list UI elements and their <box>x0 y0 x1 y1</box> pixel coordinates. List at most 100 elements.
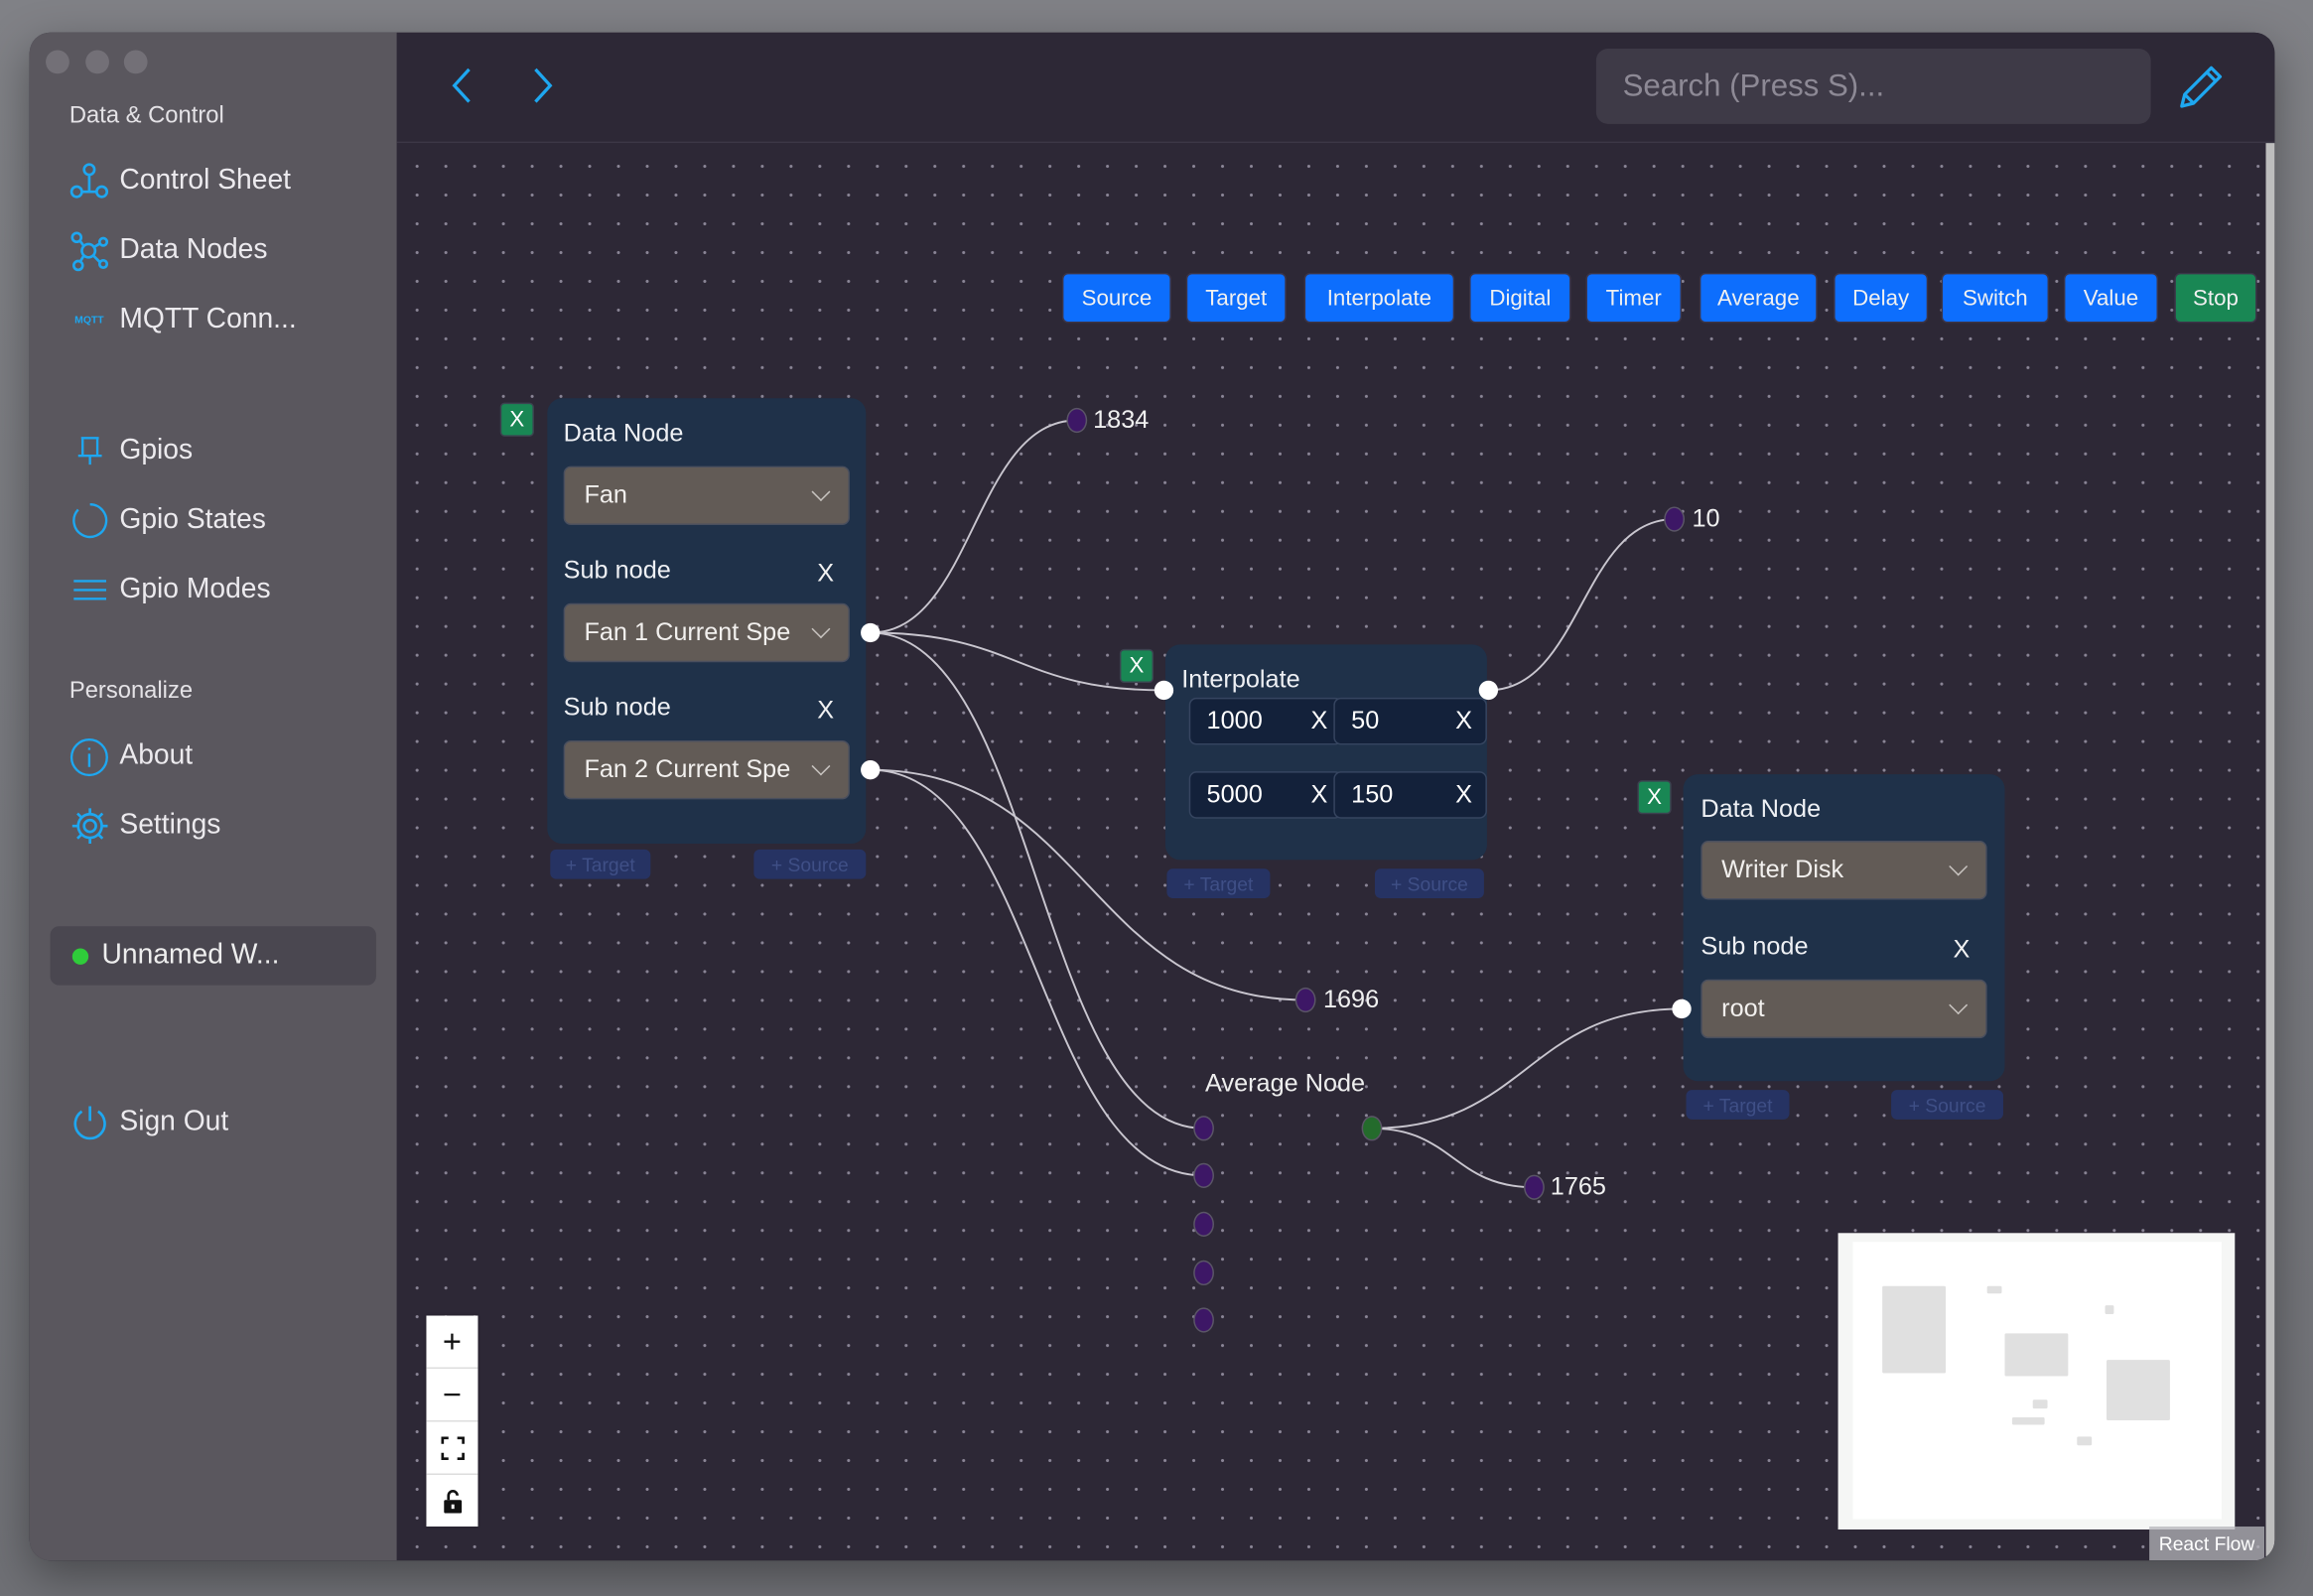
interp-output-1-field[interactable]: 50 X <box>1333 697 1487 745</box>
value-1834-handle[interactable] <box>1066 407 1088 434</box>
sidebar-item-label: Settings <box>119 809 221 842</box>
value-1696-handle[interactable] <box>1294 987 1316 1013</box>
edge-3[interactable] <box>870 631 1204 1130</box>
react-flow-attribution[interactable]: React Flow <box>2149 1527 2265 1561</box>
workspace-selector[interactable]: Unnamed W... <box>50 926 376 986</box>
clear-button[interactable]: X <box>1455 706 1473 735</box>
add-value-button[interactable]: Value <box>2063 272 2159 324</box>
zoom-in-button[interactable]: + <box>426 1316 478 1370</box>
sidebar-item-data-nodes[interactable]: Data Nodes <box>69 228 267 273</box>
sidebar-item-mqtt[interactable]: MQTT MQTT Conn... <box>69 298 297 342</box>
window-minimize-button[interactable] <box>85 50 109 74</box>
add-timer-button[interactable]: Timer <box>1585 272 1683 324</box>
minimap-viewport <box>1852 1242 2222 1520</box>
interpolate-node[interactable]: Interpolate 1000 X 50 X 5000 X 150 X <box>1164 644 1487 861</box>
delete-data-node-1-button[interactable]: X <box>499 402 534 437</box>
add-source-handle-button[interactable]: + Source <box>1891 1090 2003 1120</box>
sidebar-item-gpio-states[interactable]: Gpio States <box>69 498 266 543</box>
add-target-button[interactable]: Target <box>1185 272 1287 324</box>
interp-input-2-field[interactable]: 5000 X <box>1188 771 1343 819</box>
average-input-handle-4[interactable] <box>1193 1260 1214 1286</box>
edge-8[interactable] <box>1371 1127 1535 1189</box>
minimap[interactable] <box>1837 1233 2236 1530</box>
window-zoom-button[interactable] <box>123 50 148 74</box>
edge-6[interactable] <box>1488 518 1675 692</box>
fit-view-button[interactable] <box>426 1422 478 1475</box>
chevron-down-icon <box>1949 857 1969 876</box>
add-target-handle-button[interactable]: + Target <box>1686 1090 1790 1120</box>
edge-5[interactable] <box>870 768 1204 1177</box>
remove-sub-node-1-button[interactable]: X <box>817 559 835 588</box>
zoom-out-button[interactable]: − <box>426 1369 478 1422</box>
add-source-handle-button[interactable]: + Source <box>753 849 867 879</box>
remove-sub-node-2-button[interactable]: X <box>817 696 835 725</box>
value-10-handle[interactable] <box>1664 506 1686 532</box>
add-average-button[interactable]: Average <box>1699 272 1818 324</box>
sidebar-item-about[interactable]: About <box>69 734 193 779</box>
chevron-down-icon <box>811 756 831 776</box>
clear-button[interactable]: X <box>1310 780 1328 809</box>
clear-button[interactable]: X <box>1455 780 1473 809</box>
section-personalize: Personalize <box>68 678 194 704</box>
scrollbar[interactable] <box>2265 143 2275 1561</box>
interp-output-2-field[interactable]: 150 X <box>1333 771 1487 819</box>
clear-button[interactable]: X <box>1310 706 1328 735</box>
interpolate-source-handle[interactable] <box>1478 680 1499 701</box>
add-source-button[interactable]: Source <box>1061 272 1171 324</box>
average-input-handle-5[interactable] <box>1193 1307 1214 1333</box>
interp-input-1-field[interactable]: 1000 X <box>1188 697 1343 745</box>
lock-button[interactable] <box>426 1475 477 1527</box>
edge-2[interactable] <box>870 631 1164 692</box>
data-node-fan[interactable]: Data Node Fan Sub node X Fan 1 Current S… <box>547 398 867 844</box>
add-source-handle-button[interactable]: + Source <box>1374 868 1484 898</box>
value: 1000 <box>1206 706 1263 735</box>
window-close-button[interactable] <box>46 50 69 74</box>
add-interpolate-button[interactable]: Interpolate <box>1303 272 1455 324</box>
sub-node-select[interactable]: root <box>1701 979 1987 1039</box>
forward-button[interactable] <box>527 65 557 113</box>
sub-node-2-select[interactable]: Fan 2 Current Spe <box>563 739 850 800</box>
data-node-writer-disk[interactable]: Data Node Writer Disk Sub node X root <box>1683 774 2005 1082</box>
average-output-handle[interactable] <box>1361 1116 1383 1141</box>
edit-button[interactable] <box>2174 61 2227 121</box>
sidebar-item-control-sheet[interactable]: Control Sheet <box>69 159 291 203</box>
sidebar-item-settings[interactable]: Settings <box>69 804 221 849</box>
edge-1[interactable] <box>870 419 1077 634</box>
sub-node-1-select[interactable]: Fan 1 Current Spe <box>563 602 850 663</box>
chevron-left-icon <box>452 67 471 103</box>
sidebar-item-gpios[interactable]: Gpios <box>69 429 193 473</box>
sidebar-item-gpio-modes[interactable]: Gpio Modes <box>69 568 271 612</box>
chevron-down-icon <box>811 482 831 502</box>
add-target-handle-button[interactable]: + Target <box>550 849 651 879</box>
flow-canvas[interactable]: Source Target Interpolate Digital Timer … <box>396 143 2275 1561</box>
device-select[interactable]: Writer Disk <box>1701 841 1987 900</box>
delete-data-node-2-button[interactable]: X <box>1637 780 1672 815</box>
average-input-handle-2[interactable] <box>1193 1162 1214 1188</box>
add-target-handle-button[interactable]: + Target <box>1166 868 1271 898</box>
device-select[interactable]: Fan <box>563 466 850 526</box>
add-digital-button[interactable]: Digital <box>1469 272 1571 324</box>
value-1765-handle[interactable] <box>1524 1174 1545 1200</box>
average-input-handle-1[interactable] <box>1193 1116 1214 1141</box>
sub-node-2-value: Fan 2 Current Spe <box>584 754 791 784</box>
search-input[interactable] <box>1595 49 2151 124</box>
root-target-handle[interactable] <box>1672 998 1692 1019</box>
sign-out-button[interactable]: Sign Out <box>69 1101 228 1145</box>
fan2-source-handle[interactable] <box>861 760 881 780</box>
fan1-source-handle[interactable] <box>861 622 881 643</box>
stop-button[interactable]: Stop <box>2174 272 2257 324</box>
back-button[interactable] <box>449 65 478 113</box>
data-nodes-icon <box>69 230 109 271</box>
device-select-value: Writer Disk <box>1721 855 1844 884</box>
minimap-node <box>2004 1333 2069 1377</box>
interpolate-target-handle[interactable] <box>1154 680 1174 701</box>
edge-4[interactable] <box>870 768 1306 1001</box>
sub-node-value: root <box>1721 994 1765 1022</box>
remove-sub-node-button[interactable]: X <box>1953 935 1971 964</box>
edge-7[interactable] <box>1371 1007 1683 1130</box>
add-delay-button[interactable]: Delay <box>1834 272 1929 324</box>
minimap-node <box>1986 1285 2002 1294</box>
delete-interpolate-button[interactable]: X <box>1119 648 1155 684</box>
average-input-handle-3[interactable] <box>1193 1211 1214 1238</box>
add-switch-button[interactable]: Switch <box>1941 272 2050 324</box>
